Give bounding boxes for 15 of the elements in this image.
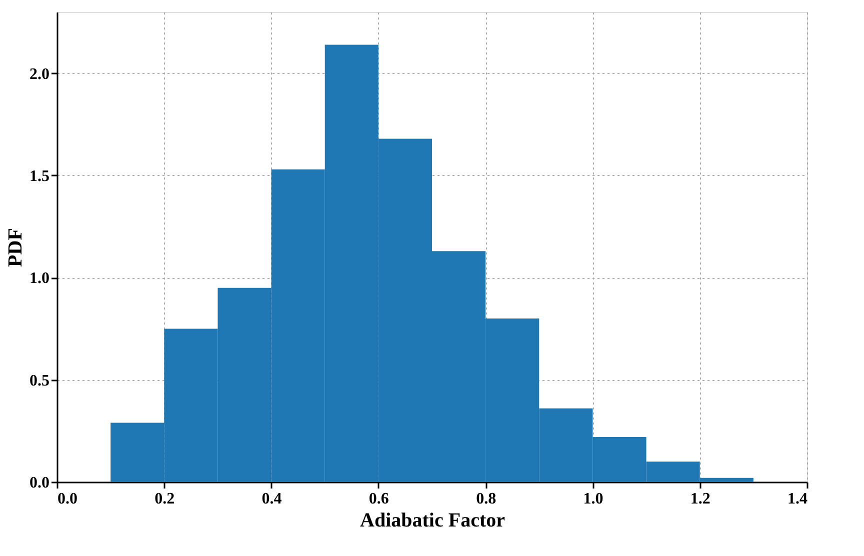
x-tick-label: 0.6: [368, 490, 389, 508]
x-tick-label: 0.4: [262, 490, 282, 508]
y-tick-label: 0.0: [30, 474, 50, 492]
x-tick-label: 1.0: [583, 490, 604, 508]
y-tick-label: 1.5: [30, 168, 50, 185]
x-tick-label: 1.2: [690, 490, 710, 508]
x-tick-label: 0.2: [154, 490, 175, 508]
y-tick-label: 1.0: [30, 270, 50, 288]
y-tick-label: 2.0: [30, 66, 50, 83]
x-tick-label: 0.0: [58, 490, 78, 508]
y-tick-label: 0.5: [30, 372, 50, 390]
x-tick-label: 1.4: [788, 490, 808, 508]
x-axis-title: Adiabatic Factor: [360, 510, 506, 532]
x-tick-label: 0.8: [476, 490, 496, 508]
y-axis-title: PDF: [4, 228, 26, 267]
